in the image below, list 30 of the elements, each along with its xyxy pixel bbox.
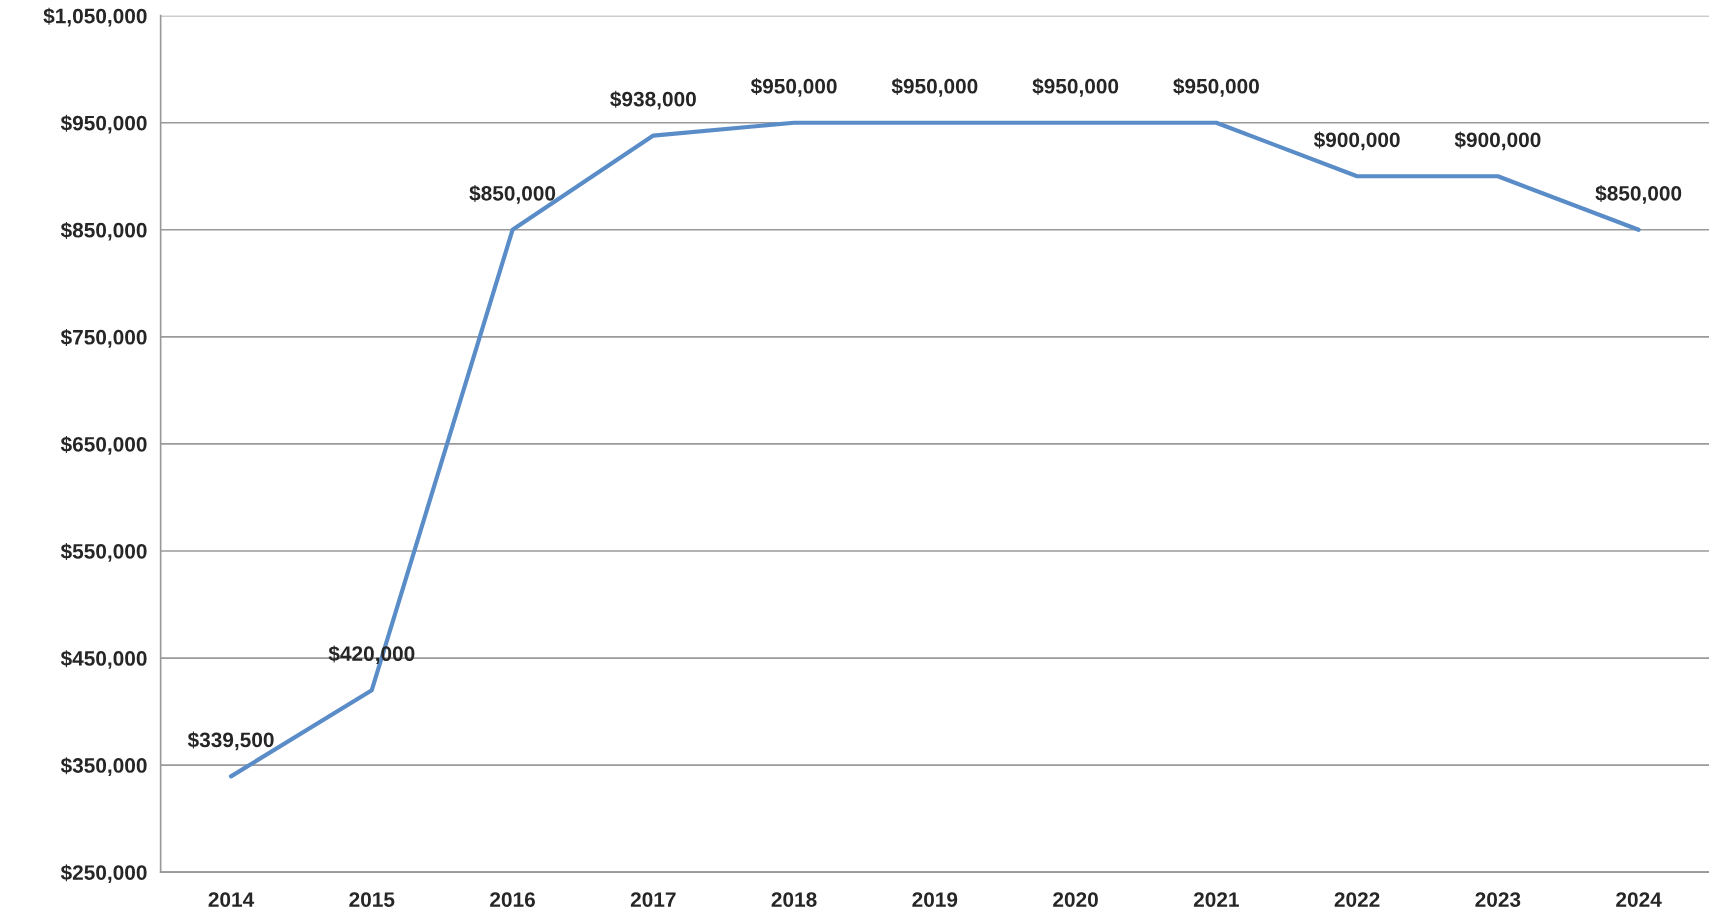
data-label: $950,000 xyxy=(1173,77,1259,97)
data-label: $950,000 xyxy=(1032,77,1119,97)
x-tick-label: 2020 xyxy=(1053,892,1098,907)
y-tick-label: $1,050,000 xyxy=(43,7,147,27)
data-label: $900,000 xyxy=(1454,131,1541,151)
x-tick-label: 2022 xyxy=(1334,892,1380,907)
y-tick-label: $550,000 xyxy=(60,543,147,562)
data-label: $339,500 xyxy=(187,731,274,751)
y-tick-label: $850,000 xyxy=(60,221,147,241)
x-tick-label: 2018 xyxy=(771,892,817,907)
data-label: $950,000 xyxy=(891,77,978,97)
x-tick-label: 2021 xyxy=(1193,892,1239,907)
data-label: $950,000 xyxy=(750,77,837,97)
x-tick-label: 2016 xyxy=(490,892,535,907)
x-tick-label: 2017 xyxy=(630,892,676,907)
y-tick-label: $350,000 xyxy=(60,757,147,776)
y-tick-label: $250,000 xyxy=(60,864,147,883)
y-tick-label: $950,000 xyxy=(60,114,147,134)
x-tick-label: 2019 xyxy=(912,892,958,907)
y-tick-label: $750,000 xyxy=(60,328,147,348)
x-tick-label: 2014 xyxy=(208,892,255,907)
data-label: $850,000 xyxy=(469,185,556,204)
x-tick-label: 2024 xyxy=(1616,892,1662,907)
y-tick-label: $650,000 xyxy=(60,436,147,455)
data-label: $900,000 xyxy=(1313,131,1400,151)
y-tick-label: $450,000 xyxy=(60,650,147,669)
x-tick-label: 2015 xyxy=(349,892,395,907)
data-label: $850,000 xyxy=(1595,185,1682,204)
data-label: $938,000 xyxy=(610,90,696,110)
x-tick-label: 2023 xyxy=(1475,892,1521,907)
